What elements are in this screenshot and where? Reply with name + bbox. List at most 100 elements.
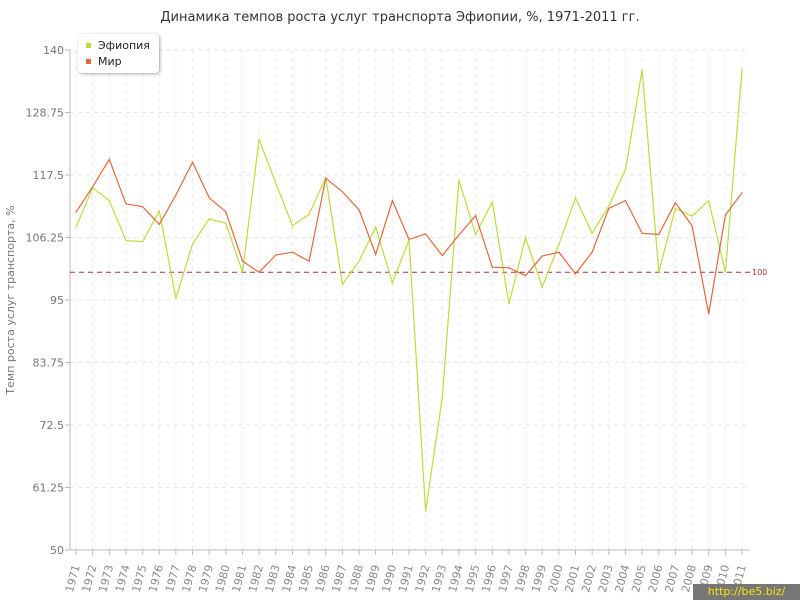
- data-point-world[interactable]: [175, 194, 177, 196]
- data-point-world[interactable]: [491, 266, 493, 268]
- data-point-world[interactable]: [358, 209, 360, 211]
- data-point-ethiopia[interactable]: [491, 201, 493, 203]
- data-point-world[interactable]: [325, 177, 327, 179]
- data-point-ethiopia[interactable]: [391, 282, 393, 284]
- data-point-world[interactable]: [741, 192, 743, 194]
- data-point-world[interactable]: [125, 203, 127, 205]
- data-point-world[interactable]: [724, 214, 726, 216]
- data-point-world[interactable]: [691, 224, 693, 227]
- data-point-ethiopia[interactable]: [341, 283, 343, 286]
- data-point-ethiopia[interactable]: [375, 226, 377, 228]
- x-tick-labels: 1971197219731974197519761977197819791980…: [63, 550, 749, 594]
- legend: Эфиопия Мир: [78, 34, 159, 73]
- data-point-ethiopia[interactable]: [208, 218, 210, 220]
- data-point-world[interactable]: [591, 251, 593, 253]
- legend-swatch-world: [86, 58, 91, 64]
- data-point-world[interactable]: [408, 238, 410, 241]
- data-point-world[interactable]: [308, 260, 310, 262]
- data-point-world[interactable]: [241, 260, 244, 262]
- data-point-world[interactable]: [608, 207, 610, 209]
- data-point-ethiopia[interactable]: [641, 69, 643, 71]
- y-tick-label: 72.5: [40, 419, 65, 432]
- data-point-ethiopia[interactable]: [658, 271, 660, 273]
- data-point-world[interactable]: [674, 202, 677, 204]
- chart-title: Динамика темпов роста услуг транспорта Э…: [160, 10, 640, 25]
- data-point-ethiopia[interactable]: [524, 237, 527, 239]
- data-point-world[interactable]: [291, 251, 294, 253]
- data-point-ethiopia[interactable]: [608, 205, 610, 207]
- data-point-world[interactable]: [75, 211, 77, 213]
- data-point-world[interactable]: [558, 251, 560, 253]
- legend-label-ethiopia: Эфиопия: [98, 38, 150, 52]
- data-point-ethiopia[interactable]: [75, 226, 77, 228]
- data-point-world[interactable]: [375, 253, 377, 256]
- data-point-world[interactable]: [208, 197, 210, 199]
- data-point-world[interactable]: [258, 271, 260, 273]
- data-point-world[interactable]: [142, 206, 144, 208]
- y-tick-label: 50: [50, 544, 64, 557]
- data-point-ethiopia[interactable]: [358, 260, 360, 262]
- data-point-ethiopia[interactable]: [291, 224, 294, 227]
- data-point-ethiopia[interactable]: [475, 233, 477, 236]
- data-point-ethiopia[interactable]: [708, 199, 710, 202]
- data-point-ethiopia[interactable]: [724, 271, 726, 273]
- data-point-ethiopia[interactable]: [508, 303, 510, 305]
- data-point-ethiopia[interactable]: [258, 138, 260, 141]
- data-point-world[interactable]: [275, 254, 277, 256]
- data-point-world[interactable]: [524, 274, 527, 277]
- data-point-ethiopia[interactable]: [191, 243, 194, 245]
- data-point-ethiopia[interactable]: [225, 222, 227, 224]
- y-tick-label: 106.25: [26, 232, 65, 245]
- data-point-ethiopia[interactable]: [591, 232, 593, 234]
- y-tick-labels: 50 61.25 72.5 83.75 95 106.25 117.5 128.75 140: [26, 44, 70, 557]
- data-point-world[interactable]: [441, 254, 443, 257]
- watermark[interactable]: http://be5.biz/: [693, 584, 800, 600]
- data-point-world[interactable]: [541, 255, 543, 257]
- data-point-world[interactable]: [108, 158, 110, 161]
- data-point-ethiopia[interactable]: [541, 286, 543, 288]
- data-point-ethiopia[interactable]: [175, 297, 177, 299]
- reference-line-group: 100: [70, 268, 767, 277]
- legend-item-ethiopia[interactable]: Эфиопия: [86, 37, 150, 53]
- data-point-ethiopia[interactable]: [674, 207, 677, 209]
- data-point-ethiopia[interactable]: [158, 210, 160, 212]
- reference-line-label: 100: [752, 268, 767, 277]
- data-point-ethiopia[interactable]: [741, 68, 743, 71]
- data-point-ethiopia[interactable]: [691, 215, 693, 217]
- data-point-world[interactable]: [225, 211, 227, 213]
- legend-item-world[interactable]: Мир: [86, 53, 150, 69]
- data-point-world[interactable]: [475, 214, 477, 217]
- data-point-world[interactable]: [708, 313, 710, 315]
- data-point-ethiopia[interactable]: [558, 243, 560, 246]
- data-point-ethiopia[interactable]: [241, 271, 244, 273]
- data-point-world[interactable]: [508, 267, 510, 269]
- data-point-world[interactable]: [191, 161, 194, 163]
- data-point-ethiopia[interactable]: [425, 510, 427, 512]
- data-point-world[interactable]: [658, 233, 660, 236]
- data-point-world[interactable]: [624, 199, 627, 202]
- data-point-world[interactable]: [391, 199, 393, 202]
- grid: [70, 49, 750, 550]
- data-point-world[interactable]: [425, 233, 427, 235]
- data-point-ethiopia[interactable]: [441, 396, 443, 398]
- data-point-ethiopia[interactable]: [308, 213, 310, 216]
- data-point-world[interactable]: [641, 232, 643, 234]
- y-tick-label: 140: [43, 44, 64, 57]
- data-point-ethiopia[interactable]: [142, 241, 144, 243]
- data-point-ethiopia[interactable]: [125, 239, 127, 242]
- y-tick-label: 128.75: [26, 107, 65, 120]
- data-point-world[interactable]: [341, 191, 343, 193]
- data-point-world[interactable]: [458, 234, 460, 236]
- data-point-ethiopia[interactable]: [624, 168, 627, 171]
- data-point-ethiopia[interactable]: [108, 199, 110, 202]
- y-axis-title: Темп роста услуг транспорта, %: [4, 205, 17, 395]
- data-point-ethiopia[interactable]: [275, 182, 277, 184]
- legend-swatch-ethiopia: [86, 42, 91, 48]
- data-point-ethiopia[interactable]: [574, 197, 577, 199]
- data-point-world[interactable]: [92, 186, 94, 188]
- series-lines: [75, 68, 743, 512]
- data-point-world[interactable]: [574, 273, 577, 275]
- data-point-world[interactable]: [158, 223, 160, 226]
- data-point-ethiopia[interactable]: [458, 179, 460, 181]
